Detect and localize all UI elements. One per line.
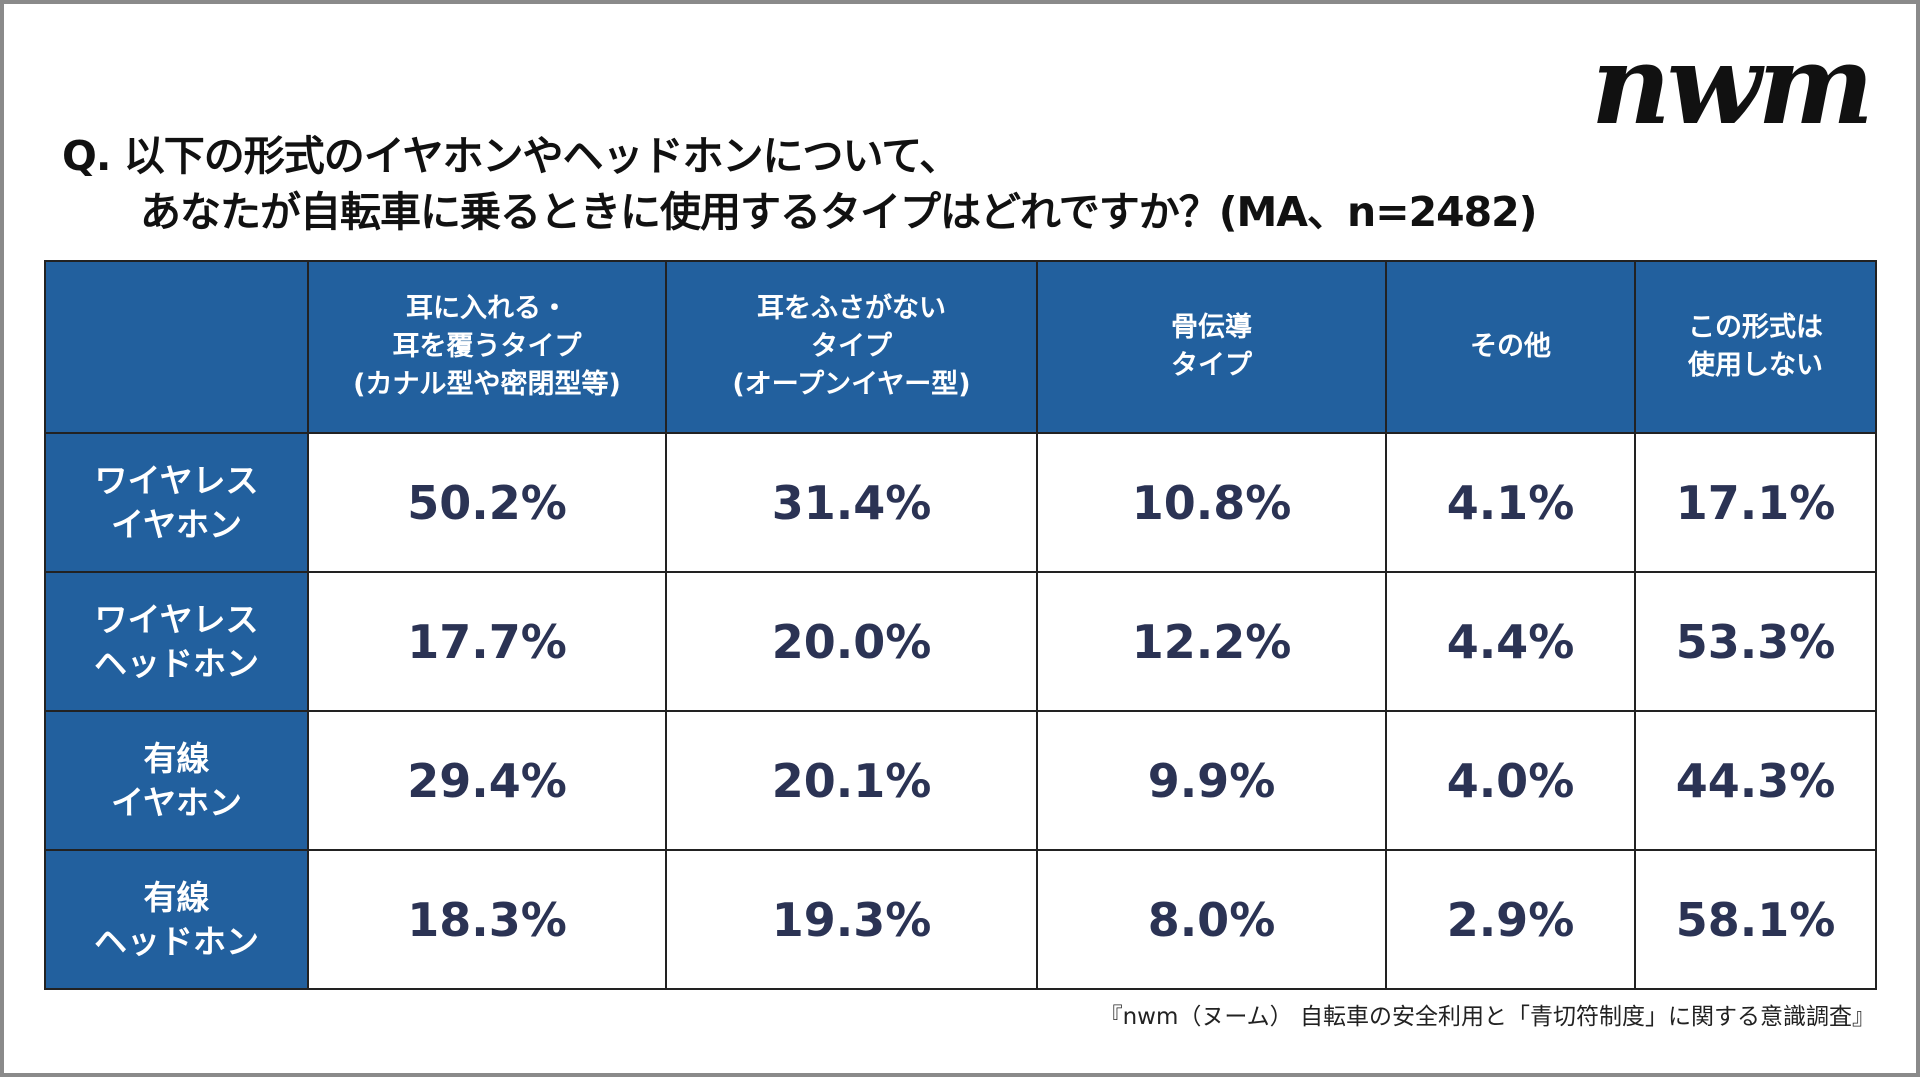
value-cell: 17.1% [1634,432,1877,573]
value-cell: 20.1% [665,710,1038,851]
value-cell: 10.8% [1036,432,1387,573]
row-header: 有線 イヤホン [44,710,309,851]
value-cell: 4.4% [1385,571,1636,712]
column-header: その他 [1385,260,1636,434]
value-cell: 2.9% [1385,849,1636,990]
column-header: この形式は 使用しない [1634,260,1877,434]
value-cell: 4.0% [1385,710,1636,851]
title-line-1: Q. 以下の形式のイヤホンやヘッドホンについて、 [62,132,960,180]
table-row: ワイヤレス イヤホン 50.2% 31.4% 10.8% 4.1% 17.1% [44,432,1877,573]
results-table: 耳に入れる・ 耳を覆うタイプ (カナル型や密閉型等) 耳をふさがない タイプ (… [44,260,1877,990]
value-cell: 50.2% [307,432,667,573]
title-line-2: あなたが自転車に乗るときに使用するタイプはどれですか？(MA、n=2482) [140,188,1537,236]
value-cell: 17.7% [307,571,667,712]
row-header: ワイヤレス ヘッドホン [44,571,309,712]
value-cell: 29.4% [307,710,667,851]
value-cell: 12.2% [1036,571,1387,712]
value-cell: 31.4% [665,432,1038,573]
value-cell: 4.1% [1385,432,1636,573]
value-cell: 44.3% [1634,710,1877,851]
value-cell: 9.9% [1036,710,1387,851]
header-row: 耳に入れる・ 耳を覆うタイプ (カナル型や密閉型等) 耳をふさがない タイプ (… [44,260,1877,434]
table-row: ワイヤレス ヘッドホン 17.7% 20.0% 12.2% 4.4% 53.3% [44,571,1877,712]
value-cell: 58.1% [1634,849,1877,990]
corner-cell [44,260,309,434]
table-row: 有線 イヤホン 29.4% 20.1% 9.9% 4.0% 44.3% [44,710,1877,851]
row-header: 有線 ヘッドホン [44,849,309,990]
value-cell: 53.3% [1634,571,1877,712]
value-cell: 8.0% [1036,849,1387,990]
column-header: 耳をふさがない タイプ (オープンイヤー型) [665,260,1038,434]
value-cell: 19.3% [665,849,1038,990]
question-title: Q. 以下の形式のイヤホンやヘッドホンについて、 あなたが自転車に乗るときに使用… [62,128,1537,240]
value-cell: 20.0% [665,571,1038,712]
table-row: 有線 ヘッドホン 18.3% 19.3% 8.0% 2.9% 58.1% [44,849,1877,990]
nwm-logo: nwm [1590,20,1874,149]
column-header: 骨伝導 タイプ [1036,260,1387,434]
row-header: ワイヤレス イヤホン [44,432,309,573]
value-cell: 18.3% [307,849,667,990]
source-citation: 『nwm（ヌーム） 自転車の安全利用と「青切符制度」に関する意識調査』 [1099,1004,1875,1030]
column-header: 耳に入れる・ 耳を覆うタイプ (カナル型や密閉型等) [307,260,667,434]
